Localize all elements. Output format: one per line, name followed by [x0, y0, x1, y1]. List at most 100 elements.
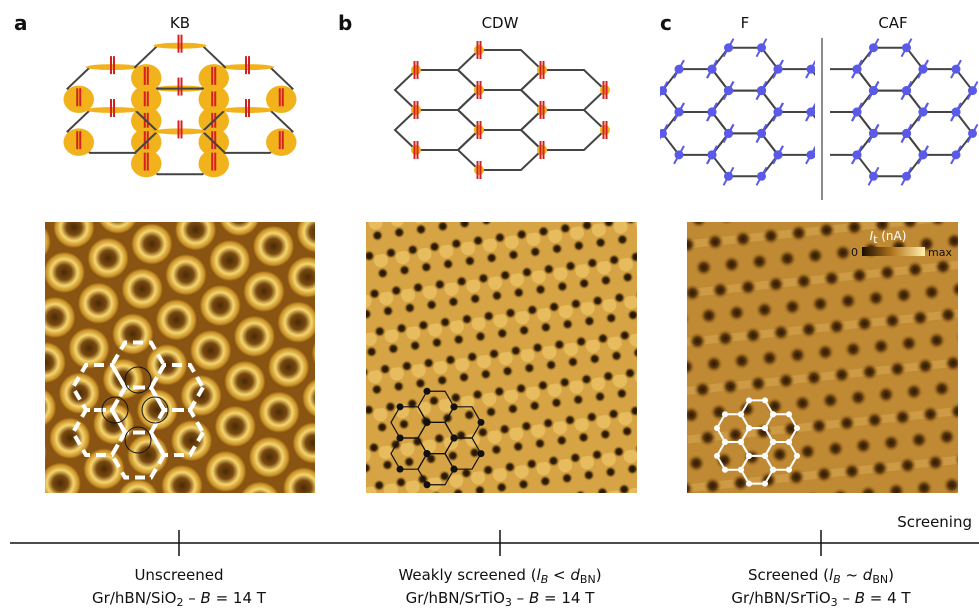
bond [131, 64, 162, 91]
bond [86, 64, 139, 70]
site [786, 467, 792, 473]
site [762, 481, 768, 487]
hexagon [857, 91, 923, 134]
panel-title: KB [170, 14, 190, 32]
site [722, 411, 728, 417]
site [794, 425, 800, 431]
caption: Gr/hBN/SrTiO3 – B = 4 T [731, 589, 911, 608]
hexagon [521, 70, 605, 110]
site [738, 439, 744, 445]
hexagon [907, 112, 973, 155]
site [474, 45, 484, 55]
hexagon [458, 130, 542, 170]
site [786, 411, 792, 417]
site [820, 108, 829, 117]
hexagon [857, 48, 923, 91]
bond [86, 107, 139, 113]
hexagon [663, 69, 729, 112]
hexagon [762, 69, 828, 112]
site [397, 466, 404, 473]
hexagon [521, 110, 605, 150]
hexagon [712, 91, 778, 134]
bond [199, 64, 230, 91]
site [820, 65, 829, 74]
spin [823, 124, 833, 142]
bond [221, 107, 274, 113]
site [424, 419, 431, 426]
colorbar-min: 0 [851, 246, 858, 259]
site [794, 453, 800, 459]
site [474, 85, 484, 95]
hexagon [907, 69, 973, 112]
site [770, 467, 776, 473]
hexagon [808, 112, 874, 155]
hexagon [857, 133, 923, 176]
stm-image [366, 222, 637, 493]
hexagon [458, 90, 542, 130]
spin [823, 82, 833, 100]
bond [154, 43, 207, 49]
spin [819, 103, 829, 121]
site [803, 129, 812, 138]
hexagon [458, 50, 542, 90]
site [820, 108, 829, 117]
spin [803, 82, 813, 100]
site [424, 481, 431, 488]
site [474, 165, 484, 175]
site [600, 85, 610, 95]
site [746, 425, 752, 431]
hexagon [808, 69, 874, 112]
site [397, 403, 404, 410]
colorbar-max: max [928, 246, 952, 259]
caption: Unscreened [134, 566, 223, 584]
bond [266, 128, 297, 155]
site [411, 105, 421, 115]
site [738, 467, 744, 473]
panel-label: a [14, 11, 28, 35]
site [474, 125, 484, 135]
spin [819, 146, 829, 164]
site [722, 439, 728, 445]
site [770, 439, 776, 445]
site [820, 150, 829, 159]
caption: Screened (lB ~ dBN) [748, 566, 894, 586]
stm-image [687, 222, 958, 493]
site [411, 145, 421, 155]
spin [803, 124, 813, 142]
site [823, 86, 832, 95]
site [803, 86, 812, 95]
site [770, 411, 776, 417]
site [478, 419, 485, 426]
caption: Gr/hBN/SiO2 – B = 14 T [92, 589, 267, 608]
axis-label: Screening [897, 513, 972, 531]
site [722, 467, 728, 473]
bond [131, 150, 162, 177]
hexagon [712, 133, 778, 176]
site [762, 397, 768, 403]
panel-title: CDW [482, 14, 519, 32]
site [451, 435, 458, 442]
site [738, 411, 744, 417]
site [786, 439, 792, 445]
site [537, 65, 547, 75]
site [823, 129, 832, 138]
panel-title: CAF [878, 14, 907, 32]
site [762, 425, 768, 431]
spin [819, 103, 829, 121]
site [746, 481, 752, 487]
site [424, 450, 431, 457]
bond [154, 128, 207, 134]
site [714, 425, 720, 431]
bond [199, 150, 230, 177]
hexagon [395, 70, 479, 110]
hexagon [762, 112, 828, 155]
site [451, 403, 458, 410]
figure: a b c KB CDW F CAF It (nA) 0 max Screeni… [0, 0, 979, 608]
caption: Gr/hBN/SrTiO3 – B = 14 T [406, 589, 596, 608]
hexagon [663, 112, 729, 155]
site [714, 453, 720, 459]
bond [221, 64, 274, 70]
site [762, 453, 768, 459]
panel-label: c [660, 11, 672, 35]
site [411, 65, 421, 75]
